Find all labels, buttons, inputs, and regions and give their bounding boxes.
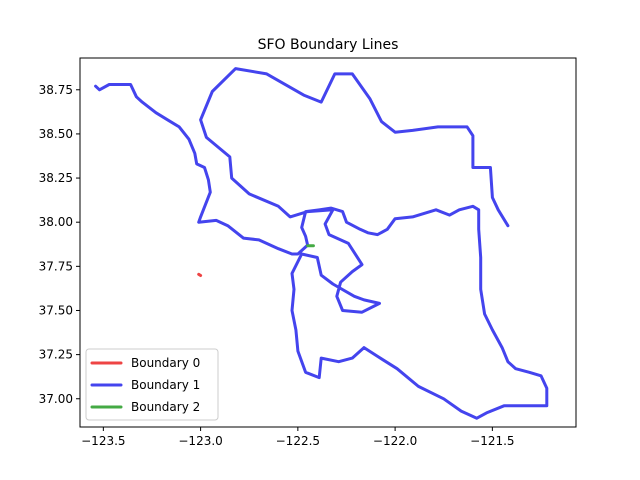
y-tick-label: 38.25 — [39, 171, 73, 185]
legend-label-boundary-0: Boundary 0 — [131, 356, 200, 370]
x-tick-label: −122.5 — [276, 434, 320, 448]
legend-label-boundary-2: Boundary 2 — [131, 400, 200, 414]
plot-frame — [79, 57, 577, 428]
x-tick-label: −121.5 — [470, 434, 514, 448]
legend-label-boundary-1: Boundary 1 — [131, 378, 200, 392]
plot-area — [94, 67, 549, 420]
x-tick-label: −122.0 — [373, 434, 417, 448]
y-tick-label: 38.00 — [39, 215, 73, 229]
y-tick-label: 38.75 — [39, 83, 73, 97]
y-tick-label: 37.50 — [39, 303, 73, 317]
y-tick-label: 38.50 — [39, 127, 73, 141]
y-tick-label: 37.75 — [39, 259, 73, 273]
y-axis: 37.00 37.25 37.50 37.75 38.00 38.25 38.50 38.75 — [39, 83, 80, 406]
series-line-boundary-1 — [94, 67, 549, 420]
legend: Boundary 0 Boundary 1 Boundary 2 — [85, 348, 219, 421]
series-line-boundary-0 — [197, 272, 203, 277]
x-axis: −123.5 −123.0 −122.5 −122.0 −121.5 — [81, 427, 515, 448]
y-tick-label: 37.00 — [39, 392, 73, 406]
chart-title: SFO Boundary Lines — [258, 37, 399, 53]
legend-box — [85, 348, 219, 421]
x-tick-label: −123.0 — [178, 434, 222, 448]
y-tick-label: 37.25 — [39, 348, 73, 362]
x-tick-label: −123.5 — [81, 434, 125, 448]
